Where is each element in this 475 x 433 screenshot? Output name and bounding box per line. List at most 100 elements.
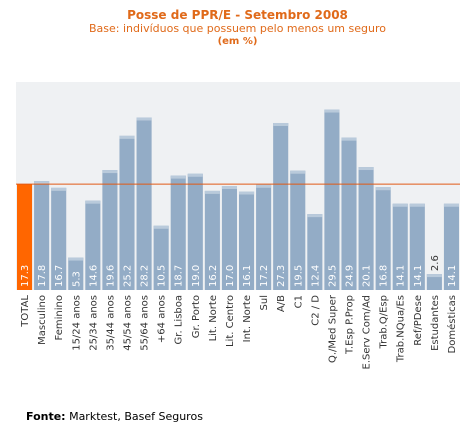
category-label-3: 15/24 anos <box>71 295 82 351</box>
bar-top-highlight-25 <box>443 203 459 207</box>
bar-5 <box>102 170 118 290</box>
category-label-0: TOTAL <box>20 295 31 328</box>
bar-15 <box>273 122 289 290</box>
value-label-15: 27.3 <box>276 265 287 287</box>
value-label-14: 17.2 <box>259 265 270 287</box>
bar-24 <box>426 274 442 290</box>
category-label-8: +64 anos <box>157 295 168 343</box>
category-label-7: 55/64 anos <box>140 295 151 351</box>
category-label-11: Lit. Norte <box>208 295 219 341</box>
bar-top-highlight-4 <box>85 200 101 204</box>
bar-top-highlight-9 <box>170 175 186 179</box>
bar-top-highlight-11 <box>204 190 220 194</box>
value-label-23: 14.1 <box>413 265 424 287</box>
bar-7 <box>136 117 152 290</box>
bar-1 <box>34 181 50 290</box>
bar-top-highlight-1 <box>34 181 50 185</box>
bar-top-highlight-21 <box>375 187 391 191</box>
bar-17 <box>307 214 323 290</box>
value-label-25: 14.1 <box>447 265 458 287</box>
bar-top-highlight-5 <box>102 170 118 174</box>
value-label-18: 29.5 <box>327 265 338 287</box>
bar-top-highlight-19 <box>341 137 357 141</box>
source-label: Fonte: <box>26 410 66 423</box>
bar-2 <box>51 187 67 290</box>
bar-6 <box>119 135 135 290</box>
value-label-4: 14.6 <box>88 265 99 287</box>
value-label-7: 28.2 <box>140 265 151 287</box>
bar-top-highlight-17 <box>307 214 323 218</box>
category-label-20: E.Serv Com/Ad <box>362 295 373 369</box>
category-label-2: Feminino <box>54 295 65 340</box>
bar-21 <box>375 187 391 290</box>
value-label-2: 16.7 <box>54 265 65 287</box>
bar-11 <box>204 190 220 290</box>
bar-3 <box>68 257 84 290</box>
category-label-18: Q./Med Super <box>327 294 338 363</box>
value-label-19: 24.9 <box>345 265 356 287</box>
bar-22 <box>392 203 408 290</box>
value-label-3: 5.3 <box>71 271 82 287</box>
category-labels-group: TOTAL Masculino Feminino 15/24 anos 25/34 an… <box>20 294 458 369</box>
bar-top-highlight-6 <box>119 135 135 139</box>
category-label-14: Sul <box>259 295 270 310</box>
bar-12 <box>221 186 237 290</box>
bar-8 <box>153 225 169 290</box>
bar-top-highlight-18 <box>324 109 340 113</box>
bar-top-highlight-14 <box>256 184 272 188</box>
value-label-5: 19.6 <box>105 265 116 287</box>
bar-9 <box>170 175 186 290</box>
value-label-17: 12.4 <box>310 265 321 287</box>
value-label-1: 17.8 <box>37 265 48 287</box>
bar-top-highlight-23 <box>409 203 425 207</box>
bar-top-highlight-13 <box>239 191 255 195</box>
value-label-20: 20.1 <box>362 265 373 287</box>
value-label-0: 17.3 <box>20 265 31 287</box>
bar-top-highlight-10 <box>187 173 203 177</box>
category-label-22: Trab.NQua/Es <box>396 295 407 363</box>
category-label-13: Int. Norte <box>242 295 253 342</box>
category-label-19: T.Esp P.Prop <box>345 295 356 355</box>
category-label-24: Estudantes <box>430 295 441 351</box>
bar-top-highlight-20 <box>358 167 374 171</box>
bar-14 <box>256 184 272 290</box>
category-label-15: A/B <box>276 295 287 312</box>
category-label-1: Masculino <box>37 295 48 345</box>
bar-16 <box>290 170 306 290</box>
bar-20 <box>358 167 374 290</box>
bar-18 <box>324 109 340 290</box>
value-label-12: 17.0 <box>225 265 236 287</box>
source-text: Marktest, Basef Seguros <box>69 410 203 423</box>
category-label-6: 45/54 anos <box>123 295 134 351</box>
category-label-10: Gr. Porto <box>191 295 202 338</box>
value-label-24: 2.6 <box>430 255 441 271</box>
bar-top-highlight-22 <box>392 203 408 207</box>
bar-0 <box>17 184 33 290</box>
value-labels-group: 17.3 17.8 16.7 5.3 14.6 19.6 25.2 28.2 10.5 18.7 1… <box>20 255 458 287</box>
bar-top-highlight-24 <box>426 274 442 278</box>
category-label-4: 25/34 anos <box>88 295 99 351</box>
chart-title: Posse de PPR/E - Setembro 2008 <box>127 8 348 22</box>
value-label-9: 18.7 <box>174 265 185 287</box>
bar-top-highlight-3 <box>68 257 84 261</box>
value-label-22: 14.1 <box>396 265 407 287</box>
bar-top-highlight-12 <box>221 186 237 189</box>
bar-13 <box>239 191 255 290</box>
bar-4 <box>85 200 101 290</box>
bar-top-highlight-2 <box>51 187 67 191</box>
chart-unit: (em %) <box>217 36 258 47</box>
bar-top-highlight-16 <box>290 170 306 174</box>
chart-subtitle: Base: indivíduos que possuem pelo menos … <box>89 22 386 35</box>
bar-25 <box>443 203 459 290</box>
value-label-10: 19.0 <box>191 265 202 287</box>
bars-group <box>17 109 459 290</box>
category-label-12: Lit. Centro <box>225 295 236 347</box>
bar-19 <box>341 137 357 290</box>
category-label-9: Gr. Lisboa <box>174 295 185 344</box>
bar-10 <box>187 173 203 290</box>
value-label-6: 25.2 <box>123 265 134 287</box>
value-label-16: 19.5 <box>293 265 304 287</box>
source-note: Fonte: Marktest, Basef Seguros <box>26 410 203 423</box>
